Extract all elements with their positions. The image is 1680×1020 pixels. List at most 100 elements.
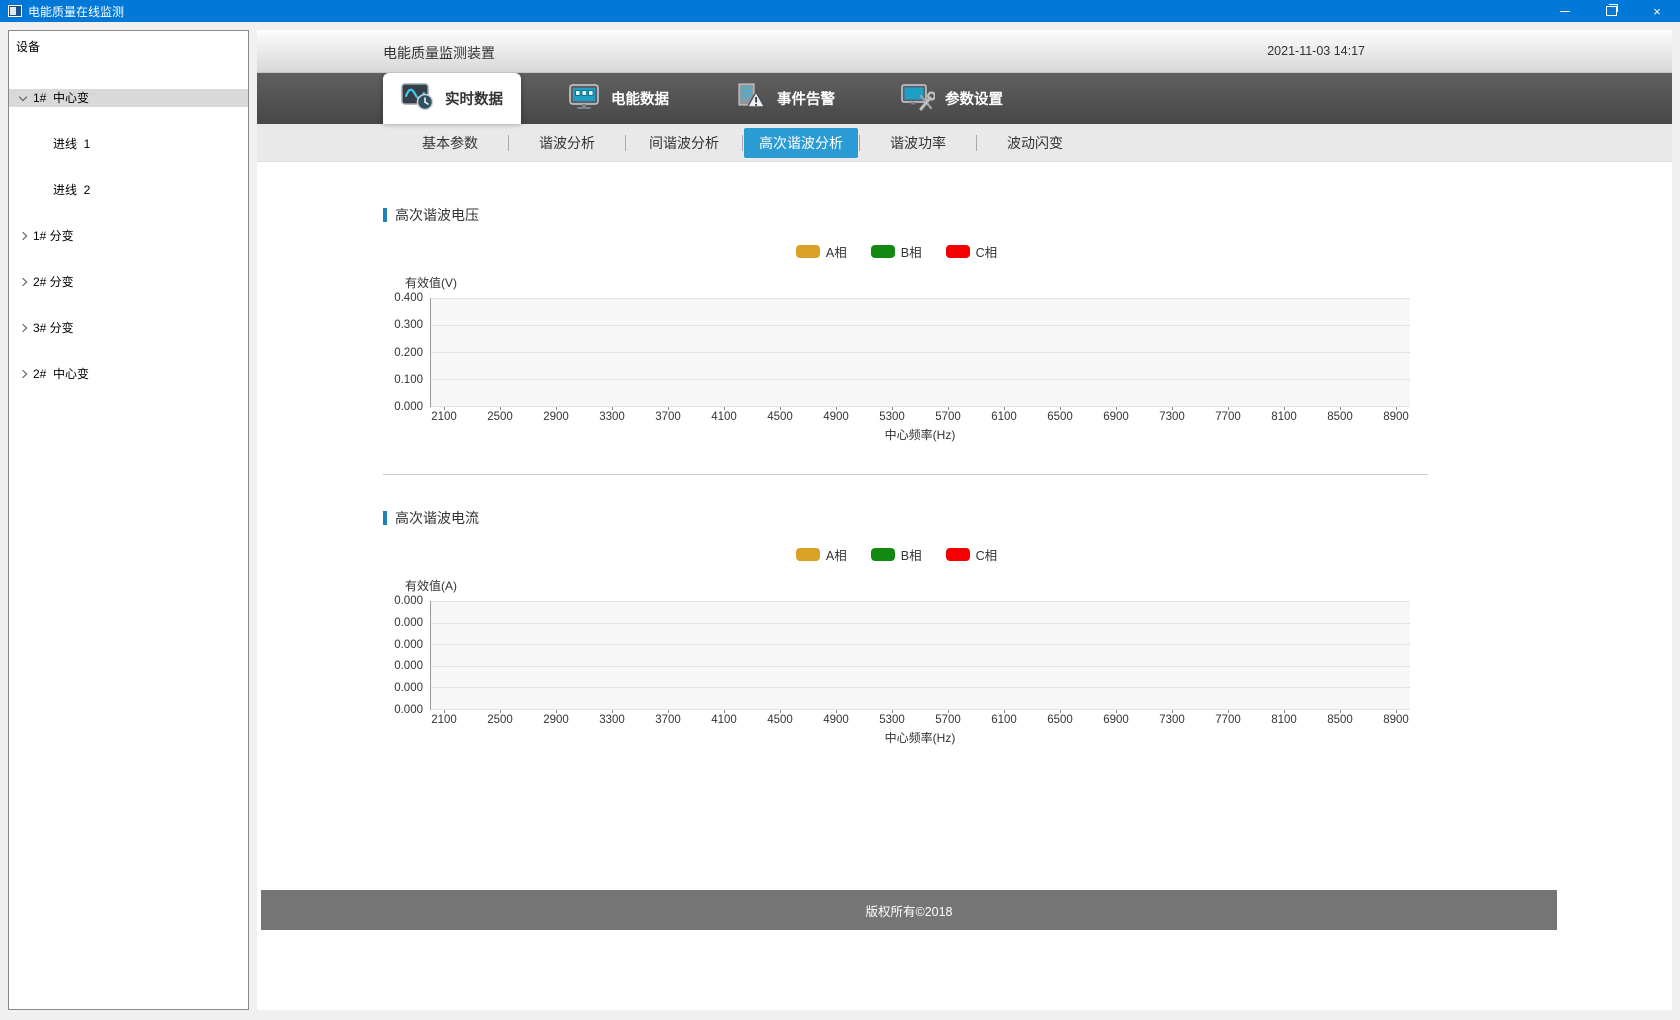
- legend-item[interactable]: A相: [796, 545, 847, 564]
- separator: [859, 135, 860, 151]
- x-tick-label: 4100: [711, 714, 737, 726]
- x-tick-label: 2100: [431, 714, 457, 726]
- minimize-button[interactable]: [1542, 0, 1588, 22]
- device-tree: 1# 中心变 进线 1 进线 2 1# 分变 2# 分变 3# 分变 2# 中心…: [9, 61, 248, 411]
- chevron-right-icon[interactable]: [19, 232, 27, 240]
- x-tick-mark: [1060, 407, 1061, 410]
- separator: [508, 135, 509, 151]
- x-tick-label: 2900: [543, 714, 569, 726]
- x-tick-label: 6900: [1103, 411, 1129, 423]
- tree-item-1-center-transformer[interactable]: 1# 中心变: [9, 89, 248, 107]
- legend-item[interactable]: C相: [946, 545, 998, 564]
- x-tick-label: 2500: [487, 714, 513, 726]
- x-tick-label: 6500: [1047, 714, 1073, 726]
- legend-item[interactable]: C相: [946, 242, 998, 261]
- x-tick-mark: [1060, 710, 1061, 713]
- x-tick-mark: [612, 407, 613, 410]
- chevron-down-icon[interactable]: [19, 94, 27, 102]
- x-tick-label: 6900: [1103, 714, 1129, 726]
- x-tick-mark: [780, 710, 781, 713]
- x-tick-label: 7700: [1215, 714, 1241, 726]
- x-tick-mark: [1172, 710, 1173, 713]
- param-settings-icon: [901, 83, 935, 115]
- x-tick-mark: [1116, 710, 1117, 713]
- x-tick-mark: [892, 407, 893, 410]
- x-tick-label: 3300: [599, 411, 625, 423]
- x-tick-mark: [948, 407, 949, 410]
- legend-swatch: [946, 548, 970, 561]
- subtab-basic-params[interactable]: 基本参数: [393, 128, 507, 158]
- x-tick-mark: [668, 407, 669, 410]
- x-tick-mark: [668, 710, 669, 713]
- x-tick-mark: [1172, 407, 1173, 410]
- tree-item-1-sub-transformer[interactable]: 1# 分变: [9, 227, 248, 245]
- subtab-harmonic-analysis[interactable]: 谐波分析: [510, 128, 624, 158]
- x-tick-label: 2100: [431, 411, 457, 423]
- x-tick-mark: [556, 710, 557, 713]
- x-tick-mark: [724, 407, 725, 410]
- x-tick-label: 4500: [767, 411, 793, 423]
- chevron-right-icon[interactable]: [19, 370, 27, 378]
- heading-marker: [383, 208, 387, 222]
- tree-item-3-sub-transformer[interactable]: 3# 分变: [9, 319, 248, 337]
- current-section: 高次谐波电流 A相B相C相有效值(A)0.0000.0000.0000.0000…: [383, 475, 1672, 745]
- legend-item[interactable]: B相: [871, 242, 922, 261]
- close-button[interactable]: ×: [1634, 0, 1680, 22]
- x-tick-label: 6100: [991, 714, 1017, 726]
- x-tick-mark: [444, 407, 445, 410]
- tab-realtime-data[interactable]: 实时数据: [383, 73, 521, 124]
- legend-item[interactable]: A相: [796, 242, 847, 261]
- chevron-right-icon[interactable]: [19, 324, 27, 332]
- x-tick-label: 5300: [879, 714, 905, 726]
- x-tick-label: 3700: [655, 714, 681, 726]
- tab-event-alarm[interactable]: 事件告警: [717, 73, 853, 124]
- legend-label: A相: [826, 545, 847, 564]
- subtab-fluctuation-flicker[interactable]: 波动闪变: [978, 128, 1092, 158]
- tab-energy-data[interactable]: 电能数据: [551, 73, 687, 124]
- legend-swatch: [946, 245, 970, 258]
- legend-swatch: [796, 548, 820, 561]
- legend-item[interactable]: B相: [871, 545, 922, 564]
- main-tab-bar: 实时数据 电能数据: [257, 73, 1672, 124]
- y-axis-unit-label: 有效值(A): [405, 577, 1410, 591]
- chevron-right-icon[interactable]: [19, 278, 27, 286]
- maximize-button[interactable]: [1588, 0, 1634, 22]
- x-tick-mark: [1396, 407, 1397, 410]
- tree-item-incoming-line-1[interactable]: 进线 1: [9, 135, 248, 153]
- x-tick-label: 4100: [711, 411, 737, 423]
- window-titlebar: 电能质量在线监测 ×: [0, 0, 1680, 22]
- x-axis-title: 中心频率(Hz): [430, 729, 1410, 745]
- x-tick-mark: [780, 407, 781, 410]
- tab-param-settings[interactable]: 参数设置: [883, 73, 1021, 124]
- subtab-high-order-harmonic-analysis[interactable]: 高次谐波分析: [744, 128, 858, 158]
- subtab-harmonic-power[interactable]: 谐波功率: [861, 128, 975, 158]
- x-tick-label: 6500: [1047, 411, 1073, 423]
- y-tick-label: 0.100: [394, 374, 423, 386]
- plot-area: [430, 298, 1410, 407]
- x-tick-mark: [836, 710, 837, 713]
- x-tick-label: 8500: [1327, 411, 1353, 423]
- x-tick-label: 8500: [1327, 714, 1353, 726]
- app-icon: [8, 5, 22, 17]
- tree-item-2-center-transformer[interactable]: 2# 中心变: [9, 365, 248, 383]
- x-tick-label: 6100: [991, 411, 1017, 423]
- x-tick-label: 2900: [543, 411, 569, 423]
- section-heading-current: 高次谐波电流: [383, 509, 1672, 527]
- x-tick-mark: [892, 710, 893, 713]
- tree-item-2-sub-transformer[interactable]: 2# 分变: [9, 273, 248, 291]
- x-tick-label: 8100: [1271, 714, 1297, 726]
- x-tick-mark: [1340, 710, 1341, 713]
- x-tick-mark: [724, 710, 725, 713]
- x-tick-mark: [1284, 407, 1285, 410]
- legend-label: B相: [901, 545, 922, 564]
- x-tick-label: 7700: [1215, 411, 1241, 423]
- energy-data-icon: [569, 83, 601, 115]
- y-axis-unit-label: 有效值(V): [405, 274, 1410, 288]
- y-tick-label: 0.000: [394, 639, 423, 651]
- harmonic-voltage-chart: A相 B相 C相有效值(V) 0.4000.3000.2000.1000.000 210…: [383, 242, 1410, 442]
- harmonic-current-chart: A相B相C相有效值(A)0.0000.0000.0000.0000.0000.0…: [383, 545, 1410, 745]
- x-tick-label: 2500: [487, 411, 513, 423]
- tree-item-incoming-line-2[interactable]: 进线 2: [9, 181, 248, 199]
- plot-row: 0.4000.3000.2000.1000.000: [383, 298, 1410, 407]
- subtab-interharmonic-analysis[interactable]: 间谐波分析: [627, 128, 741, 158]
